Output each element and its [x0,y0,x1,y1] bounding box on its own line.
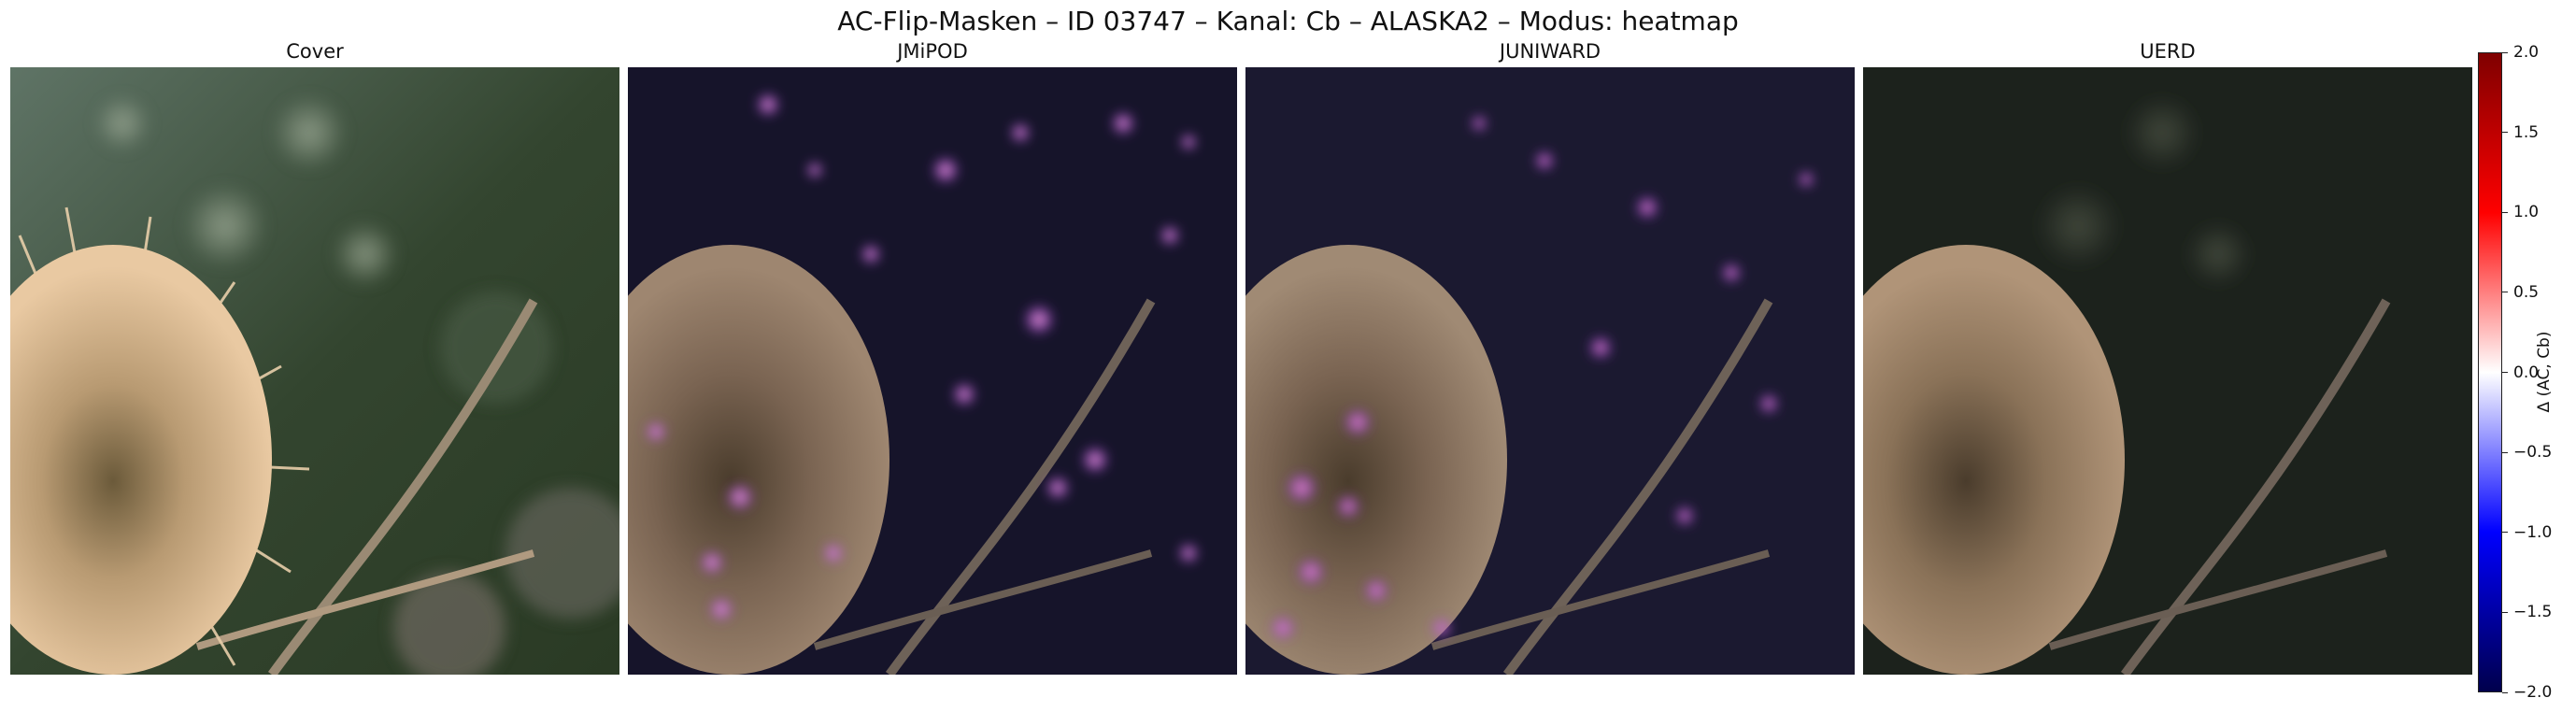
colorbar [2478,52,2502,692]
jmipod-heatmap-image [628,67,1237,675]
panel-title-jmipod: JMiPOD [628,39,1237,64]
colorbar-tick: 1.5 [2502,123,2558,142]
panel-title-uerd: UERD [1863,39,2472,64]
panel-uerd: UERD [1863,39,2472,64]
colorbar-label: Δ (AC, Cb) [2533,278,2555,465]
colorbar-tick: −2.0 [2502,683,2558,702]
figure-title: AC-Flip-Masken – ID 03747 – Kanal: Cb – … [0,6,2576,37]
juniward-heatmap-image [1245,67,1855,675]
colorbar-tick: 1.0 [2502,203,2558,221]
colorbar-tick: −1.0 [2502,523,2558,542]
panel-title-juniward: JUNIWARD [1245,39,1855,64]
panel-juniward: JUNIWARD [1245,39,1855,64]
cover-image [10,67,619,675]
panel-cover: Cover [10,39,619,64]
panel-jmipod: JMiPOD [628,39,1237,64]
colorbar-tick: −1.5 [2502,603,2558,621]
panel-title-cover: Cover [10,39,619,64]
colorbar-tick: 2.0 [2502,43,2558,62]
uerd-heatmap-image [1863,67,2472,675]
